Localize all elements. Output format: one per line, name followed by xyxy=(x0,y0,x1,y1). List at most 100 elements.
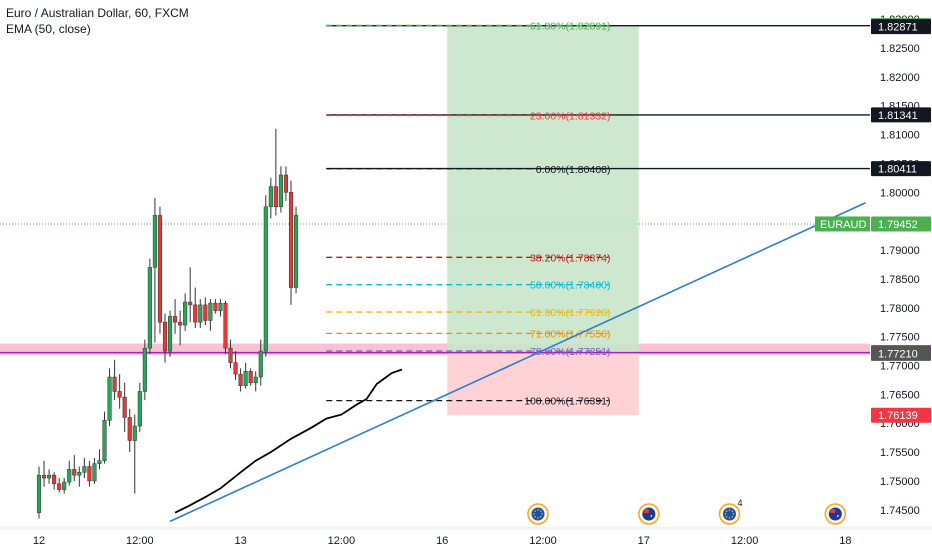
symbol-tag xyxy=(815,216,870,232)
candle-body-46 xyxy=(268,186,273,208)
price-tag-label-7: 1.76139 xyxy=(878,410,918,422)
symbol-title[interactable]: Euro / Australian Dollar, 60, FXCM xyxy=(6,6,189,20)
time-axis[interactable]: 12 12:00 13 12:00 16 12:00 17 12:00 18 xyxy=(0,527,932,547)
candle-body-19 xyxy=(132,425,137,441)
indicator-lines-layer xyxy=(169,201,866,523)
trendline[interactable] xyxy=(169,201,866,523)
candle-body-22 xyxy=(147,267,152,349)
candle-body-20 xyxy=(137,391,142,427)
fib-level-label-0: 61.80%(1.82891) xyxy=(530,20,611,32)
eu-star xyxy=(540,516,542,518)
eu-star xyxy=(537,509,539,511)
position-tool[interactable] xyxy=(447,25,639,416)
price-tag-7 xyxy=(871,407,931,423)
candle-body-41 xyxy=(243,371,248,386)
fib-levels-layer[interactable]: 61.80%(1.82891) 23.00%(1.81332) 0.00%(1.80… xyxy=(0,20,870,408)
candle-body-37 xyxy=(223,302,228,349)
fib-level-label-1: 23.00%(1.81332) xyxy=(530,110,611,122)
au-union-mark xyxy=(643,509,649,513)
eu-star xyxy=(725,510,728,512)
price-tick-label-2: 1.75500 xyxy=(880,447,920,459)
time-label-0: 12 xyxy=(33,535,45,547)
candle-body-4 xyxy=(57,483,62,490)
candle-body-39 xyxy=(233,362,238,375)
price-tick-label-16: 1.82500 xyxy=(880,43,920,55)
candle-body-40 xyxy=(238,373,243,386)
eu-star xyxy=(541,513,543,515)
candle-body-7 xyxy=(72,469,77,476)
economic-events[interactable]: 4 xyxy=(527,498,847,525)
candle-body-15 xyxy=(112,376,117,392)
indicator-label[interactable]: EMA (50, close) xyxy=(6,22,91,36)
au-union-mark xyxy=(830,509,836,513)
candle-body-27 xyxy=(173,316,178,323)
candle-body-1 xyxy=(41,474,47,479)
price-tag-6 xyxy=(871,345,931,361)
candle-body-50 xyxy=(288,192,294,288)
candle-body-28 xyxy=(178,321,183,326)
eu-star xyxy=(533,513,535,515)
candle-body-36 xyxy=(218,302,223,311)
price-tick-label-6: 1.77500 xyxy=(880,332,920,344)
candle-body-2 xyxy=(47,474,52,479)
price-axis-background xyxy=(870,0,932,550)
fib-level-label-2: 0.00%(1.80408) xyxy=(536,164,611,176)
price-tag-label-1: 1.82871 xyxy=(878,22,918,34)
eu-star xyxy=(731,516,734,518)
au-star xyxy=(650,515,653,517)
eu-star xyxy=(534,516,536,518)
price-tag-2 xyxy=(871,107,931,123)
position-loss-zone[interactable] xyxy=(447,352,639,416)
candle-body-32 xyxy=(198,304,203,323)
time-label-6: 17 xyxy=(638,535,650,547)
price-tick-label-4: 1.76500 xyxy=(880,389,920,401)
position-profit-zone[interactable] xyxy=(447,25,639,353)
eu-star xyxy=(540,510,542,512)
event-badge-2: 4 xyxy=(737,498,742,508)
price-tick-label-13: 1.81000 xyxy=(880,130,920,142)
candle-body-42 xyxy=(248,371,253,384)
price-tick-label-5: 1.77000 xyxy=(880,360,920,372)
candle-body-51 xyxy=(293,215,299,288)
price-tick-label-7: 1.78000 xyxy=(880,303,920,315)
candle-body-31 xyxy=(193,304,198,323)
candle-body-43 xyxy=(253,376,258,384)
price-tick-label-9: 1.79000 xyxy=(880,245,920,257)
price-tag-4 xyxy=(871,216,931,232)
support-zone xyxy=(0,343,870,356)
candle-body-17 xyxy=(122,396,127,418)
price-axis[interactable]: 1.745001.750001.755001.760001.765001.770… xyxy=(815,0,932,550)
fib-level-label-6: 71.00%(1.77556) xyxy=(530,328,611,340)
zones-layer xyxy=(0,223,870,356)
candle-body-23 xyxy=(152,215,157,268)
candle-body-48 xyxy=(278,174,283,208)
chart-legend: Euro / Australian Dollar, 60, FXCM EMA (… xyxy=(6,5,189,37)
candle-body-47 xyxy=(273,186,278,208)
candle-body-25 xyxy=(162,321,168,352)
price-tick-label-8: 1.78500 xyxy=(880,274,920,286)
candle-body-12 xyxy=(97,460,102,464)
candle-body-38 xyxy=(228,347,233,363)
eu-star xyxy=(731,510,734,512)
candle-body-44 xyxy=(258,350,263,378)
eu-star xyxy=(537,517,539,519)
eu-star xyxy=(724,513,727,515)
candle-body-21 xyxy=(142,347,147,392)
candle-body-35 xyxy=(213,302,218,311)
fib-level-label-3: 38.20%(1.78874) xyxy=(530,252,611,264)
candle-body-30 xyxy=(188,301,193,306)
candle-body-24 xyxy=(157,215,163,323)
candle-body-10 xyxy=(87,466,92,482)
candle-body-34 xyxy=(208,302,213,321)
candle-body-45 xyxy=(263,206,268,352)
candle-body-5 xyxy=(62,481,67,490)
ema-line xyxy=(174,368,403,514)
candles-layer xyxy=(36,128,299,519)
au-star xyxy=(836,515,839,517)
candle-body-29 xyxy=(183,301,188,326)
time-label-1: 12:00 xyxy=(126,535,154,547)
candle-body-11 xyxy=(92,463,97,482)
candle-body-16 xyxy=(117,391,122,398)
